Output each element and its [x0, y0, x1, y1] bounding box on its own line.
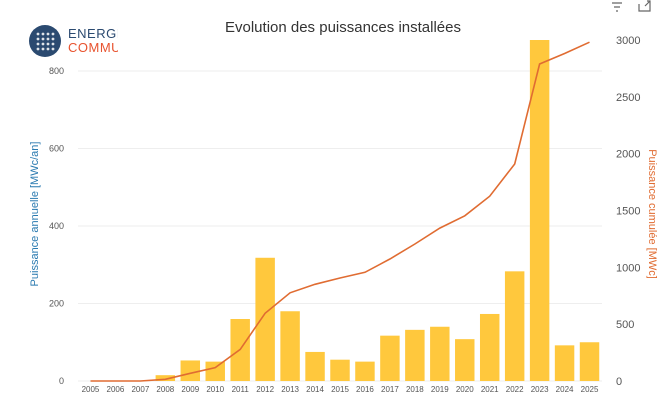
- chart-title: Evolution des puissances installées: [225, 19, 461, 36]
- x-tick-label: 2012: [256, 385, 274, 394]
- cumulative-line: [90, 41, 590, 382]
- y-right-tick-label: 3000: [616, 35, 640, 47]
- filter-icon[interactable]: [611, 0, 623, 15]
- x-tick-label: 2024: [556, 385, 574, 394]
- logo-mark-icon: [29, 25, 61, 57]
- bar: [330, 359, 350, 381]
- x-tick-label: 2015: [331, 385, 349, 394]
- x-tick-label: 2020: [456, 385, 474, 394]
- x-tick-label: 2023: [531, 385, 549, 394]
- bar: [554, 345, 575, 381]
- bar: [430, 326, 450, 381]
- y-right-tick-label: 1500: [616, 206, 640, 218]
- x-axis: 2005 2006 2007 2008 2009 2010 2011 2012 2013 2014…: [82, 385, 599, 394]
- bar: [155, 375, 176, 381]
- x-tick-label: 2009: [181, 385, 199, 394]
- y-left-tick-label: 0: [59, 376, 64, 386]
- x-tick-label: 2008: [156, 385, 174, 394]
- y-left-tick-label: 400: [49, 221, 64, 231]
- x-tick-label: 2017: [381, 385, 399, 394]
- bar: [504, 271, 525, 381]
- x-tick-label: 2016: [356, 385, 374, 394]
- bar: [355, 361, 375, 381]
- bar: [455, 339, 475, 381]
- y-right-tick-label: 1000: [616, 262, 640, 274]
- bar: [479, 313, 500, 381]
- bar: [529, 40, 550, 381]
- y-axis-right-label: Puissance cumulée [MWc]: [646, 149, 658, 279]
- logo-text-line1: ENERGIE: [68, 26, 118, 41]
- bar: [579, 342, 600, 381]
- logo-text-line2: COMMUNE: [68, 40, 118, 55]
- bar-series: [155, 40, 600, 381]
- y-right-tick-label: 2000: [616, 149, 640, 161]
- logo: ENERGIE COMMUNE: [26, 18, 118, 64]
- x-tick-label: 2006: [107, 385, 125, 394]
- y-axis-right: 0 500 1000 1500 2000 2500 3000: [616, 35, 640, 388]
- y-left-tick-label: 600: [49, 144, 64, 154]
- line-series: [90, 41, 590, 382]
- x-tick-label: 2005: [82, 385, 100, 394]
- x-tick-label: 2007: [131, 385, 149, 394]
- x-tick-label: 2019: [431, 385, 449, 394]
- bar: [280, 311, 300, 381]
- y-axis-left-label: Puissance annuelle [MWc/an]: [29, 142, 41, 287]
- bar: [255, 257, 275, 381]
- y-right-tick-label: 2500: [616, 92, 640, 104]
- y-right-tick-label: 0: [616, 376, 622, 388]
- bar: [305, 351, 325, 381]
- x-tick-label: 2022: [506, 385, 524, 394]
- bar: [405, 329, 425, 381]
- y-axis-left: 0 200 400 600 800: [49, 66, 64, 386]
- x-tick-label: 2018: [406, 385, 424, 394]
- x-tick-label: 2013: [281, 385, 299, 394]
- bar: [380, 335, 400, 381]
- y-left-tick-label: 200: [49, 299, 64, 309]
- y-right-tick-label: 500: [616, 319, 634, 331]
- x-tick-label: 2010: [206, 385, 224, 394]
- y-left-tick-label: 800: [49, 66, 64, 76]
- x-tick-label: 2025: [581, 385, 599, 394]
- bar: [180, 360, 201, 381]
- expand-icon[interactable]: [638, 0, 652, 15]
- bar: [205, 361, 225, 381]
- x-tick-label: 2011: [232, 385, 250, 394]
- x-tick-label: 2014: [306, 385, 324, 394]
- x-tick-label: 2021: [481, 385, 499, 394]
